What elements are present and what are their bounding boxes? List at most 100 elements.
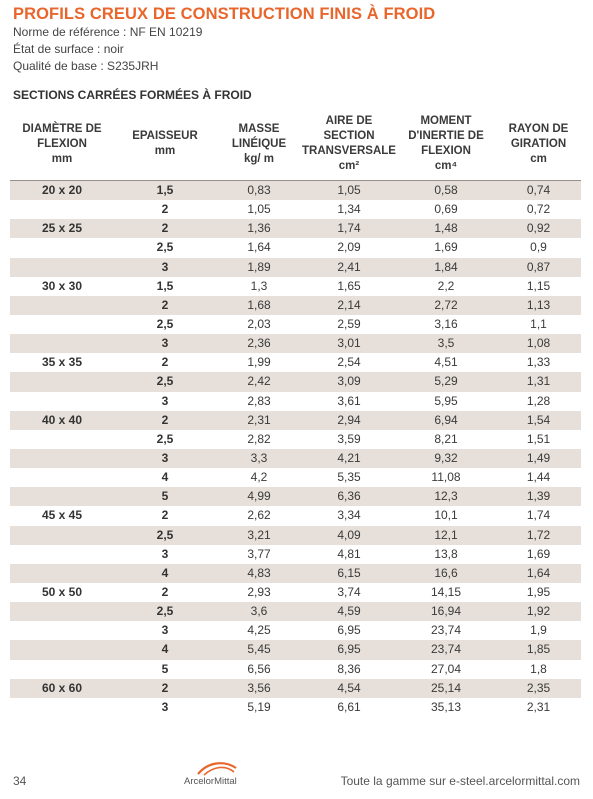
cell-masse: 2,62 (247, 508, 271, 523)
cell-moment: 27,04 (430, 661, 462, 676)
cell-epaisseur: 5 (161, 489, 169, 504)
cell-diametre (10, 392, 114, 411)
cell-aire: 1,74 (337, 221, 361, 236)
header-rayon: RAYON DE GIRATION cm (508, 122, 569, 165)
cell-moment: 13,8 (434, 546, 458, 561)
cell-rayon: 1,28 (526, 393, 551, 408)
cell-rayon: 1,51 (526, 431, 551, 446)
cell-diametre (10, 602, 114, 621)
cell-diametre: 25 x 25 (41, 221, 83, 236)
cell-epaisseur: 2,5 (156, 316, 174, 331)
cell-rayon: 0,74 (526, 183, 551, 197)
cell-diametre: 45 x 45 (41, 508, 83, 523)
cell-moment: 4,51 (434, 355, 458, 370)
etat-surface: État de surface : noir (13, 42, 124, 56)
cell-masse: 1,36 (247, 221, 271, 236)
section-title: SECTIONS CARRÉES FORMÉES À FROID (13, 88, 252, 102)
cell-aire: 2,94 (337, 412, 361, 427)
cell-masse: 2,03 (247, 316, 271, 331)
arcelormittal-swoosh-icon (197, 762, 237, 776)
cell-epaisseur: 2,5 (156, 374, 174, 389)
cell-masse: 2,36 (247, 336, 271, 351)
cell-rayon: 1,95 (526, 584, 551, 599)
cell-masse: 4,83 (247, 565, 271, 580)
cell-aire: 6,36 (337, 489, 361, 504)
cell-aire: 3,01 (337, 336, 361, 351)
table-row: 60 x 60 2 3,56 4,54 25,14 2,35 (10, 678, 581, 698)
cell-diametre: 35 x 35 (41, 355, 83, 370)
cell-masse: 1,89 (247, 259, 271, 274)
cell-rayon: 1,69 (526, 546, 551, 561)
table-row: 3 2,83 3,61 5,95 1,28 (10, 392, 581, 411)
cell-epaisseur: 1,5 (156, 183, 174, 197)
cell-diametre (10, 545, 114, 564)
cell-masse: 1,68 (247, 297, 271, 312)
table-body: 20 x 20 1,5 0,83 1,05 0,58 0,74 2 1,05 1,34 0,69 0… (10, 181, 581, 717)
table-row: 3 3,3 4,21 9,32 1,49 (10, 448, 581, 469)
cell-rayon: 1,9 (530, 623, 547, 638)
cell-epaisseur: 2,5 (156, 240, 174, 255)
table-row: 20 x 20 1,5 0,83 1,05 0,58 0,74 (10, 181, 581, 201)
cell-moment: 10,1 (434, 508, 458, 523)
cell-aire: 4,21 (337, 450, 361, 465)
cell-diametre (10, 372, 114, 391)
cell-diametre (10, 315, 114, 334)
cell-diametre (10, 449, 114, 468)
cell-moment: 16,6 (434, 565, 458, 580)
cell-rayon: 0,9 (530, 240, 547, 255)
brand-name: ArcelorMittal (184, 776, 237, 787)
table-row: 2,5 2,03 2,59 3,16 1,1 (10, 315, 581, 334)
cell-moment: 8,21 (434, 431, 458, 446)
cell-diametre (10, 200, 114, 219)
cell-moment: 5,29 (434, 374, 458, 389)
cell-epaisseur: 2 (161, 297, 169, 312)
cell-epaisseur: 2 (161, 508, 169, 523)
table-row: 2,5 2,82 3,59 8,21 1,51 (10, 430, 581, 449)
cell-masse: 4,25 (247, 623, 271, 638)
table-row: 2 1,68 2,14 2,72 1,13 (10, 295, 581, 315)
page-number: 34 (13, 774, 27, 788)
cell-epaisseur: 2,5 (156, 604, 174, 619)
cell-epaisseur: 2 (161, 584, 169, 599)
cell-masse: 2,31 (247, 412, 271, 427)
cell-masse: 4,2 (250, 470, 268, 485)
cell-masse: 5,19 (247, 699, 271, 714)
cell-moment: 5,95 (434, 393, 458, 408)
cell-rayon: 1,31 (526, 374, 551, 389)
cell-aire: 3,61 (337, 393, 361, 408)
cell-aire: 5,35 (337, 470, 361, 485)
cell-aire: 4,59 (337, 604, 361, 619)
table-header: DIAMÈTRE DE FLEXION mm EPAISSEUR mm MASSE LI… (10, 112, 581, 176)
qualite-base: Qualité de base : S235JRH (13, 59, 159, 73)
cell-aire: 4,81 (337, 546, 361, 561)
cell-rayon: 0,87 (526, 259, 551, 274)
cell-aire: 8,36 (337, 661, 361, 676)
footer-link[interactable]: Toute la gamme sur e-steel.arcelormittal… (340, 774, 580, 788)
table-row: 3 1,89 2,41 1,84 0,87 (10, 257, 581, 277)
cell-moment: 1,69 (434, 240, 458, 255)
cell-aire: 1,34 (337, 202, 361, 217)
cell-epaisseur: 1,5 (156, 278, 174, 293)
cell-epaisseur: 2 (161, 680, 169, 695)
cell-rayon: 1,44 (526, 470, 551, 485)
cell-masse: 5,45 (247, 642, 271, 657)
cell-epaisseur: 3 (161, 393, 169, 408)
cell-aire: 6,15 (337, 565, 361, 580)
cell-rayon: 1,8 (530, 661, 547, 676)
cell-diametre (10, 258, 114, 277)
cell-masse: 2,83 (247, 393, 271, 408)
cell-moment: 0,58 (434, 183, 458, 197)
cell-masse: 3,21 (247, 527, 271, 542)
cell-aire: 2,09 (337, 240, 361, 255)
table-row: 4 4,2 5,35 11,08 1,44 (10, 468, 581, 487)
cell-moment: 2,2 (437, 278, 455, 293)
cell-rayon: 1,13 (526, 297, 551, 312)
cell-rayon: 2,31 (526, 699, 551, 714)
cell-epaisseur: 4 (161, 642, 169, 657)
cell-diametre (10, 698, 114, 717)
cell-masse: 2,93 (247, 584, 271, 599)
cell-epaisseur: 4 (161, 565, 169, 580)
cell-masse: 3,6 (250, 604, 268, 619)
cell-diametre (10, 487, 114, 506)
header-masse: MASSE LINÉIQUE kg/ m (231, 122, 287, 165)
